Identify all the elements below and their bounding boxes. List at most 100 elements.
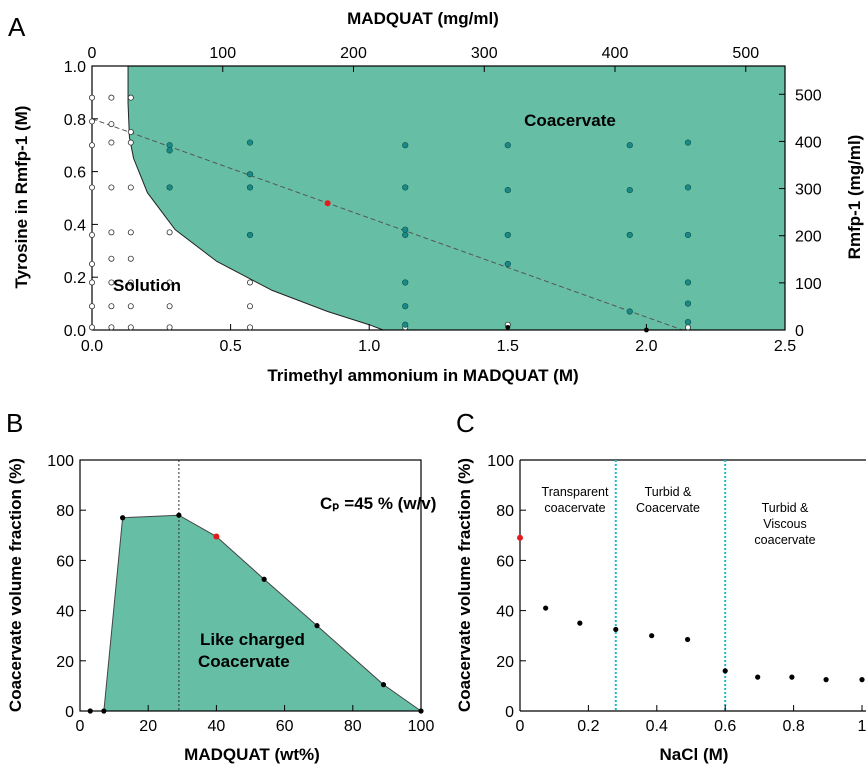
highlighted-data-point [213, 533, 220, 540]
panel-b-x-axis-title: MADQUAT (wt%) [184, 745, 320, 764]
data-point [120, 515, 126, 521]
coacervate-data-point [402, 279, 409, 286]
solution-data-point [89, 118, 96, 125]
coacervate-data-point [504, 231, 511, 239]
panel-c-region-labels: Transparent coacervate Turbid & Coacervate T… [542, 485, 816, 547]
coacervate-data-point [166, 147, 173, 154]
black-data-point [505, 324, 511, 330]
solution-data-point [89, 303, 96, 310]
data-point [261, 576, 267, 582]
panel-a-y2-axis-title: Rmfp-1 (mg/ml) [845, 135, 864, 260]
y2-tick-label: 500 [795, 87, 822, 104]
solution-data-point [166, 279, 173, 286]
solution-data-point [127, 128, 134, 135]
y-tick-label: 40 [56, 604, 74, 621]
x-tick-label: 100 [408, 718, 435, 735]
coacervate-data-point [626, 231, 633, 239]
data-point [101, 708, 107, 714]
salt-region-label: coacervate [544, 501, 605, 515]
y-tick-label: 80 [496, 503, 514, 520]
coacervate-data-point [504, 186, 511, 194]
coacervate-data-point [684, 279, 692, 286]
coacervate-data-point [626, 308, 633, 315]
coacervate-data-point [504, 142, 511, 149]
x-tick-label: 40 [208, 718, 226, 735]
solution-data-point [108, 255, 115, 262]
panel-b-y-axis-title: Coacervate volume fraction (%) [6, 458, 25, 712]
x-tick-label: 0 [76, 718, 85, 735]
solution-data-point [108, 279, 115, 286]
y-tick-label: 1.0 [64, 59, 86, 76]
data-point [613, 626, 619, 633]
solution-data-point [166, 229, 173, 236]
coacervate-data-point [402, 142, 409, 149]
coacervate-data-point [402, 321, 409, 328]
solution-data-point [108, 303, 115, 310]
solution-data-point [89, 231, 96, 238]
dilution-line [91, 118, 683, 331]
y-tick-label: 0 [505, 704, 514, 721]
salt-region-label: Transparent [542, 485, 609, 499]
panel-a: A MADQUAT (mg/ml) 0.0 0.5 1.0 1.5 2.0 2.50 100… [8, 9, 864, 385]
solution-data-point [127, 303, 134, 310]
coacervate-data-point [166, 184, 173, 191]
x-tick-label: 20 [139, 718, 157, 735]
coacervate-data-point [684, 300, 692, 307]
data-point [314, 623, 320, 629]
solution-data-point [127, 229, 134, 236]
x2-tick-label: 400 [602, 45, 629, 62]
x-tick-label: 80 [344, 718, 362, 735]
solution-data-point [108, 184, 115, 191]
coacervate-label: Coacervate [524, 111, 616, 130]
data-point [176, 512, 182, 518]
coacervate-data-point [246, 139, 254, 146]
panel-a-x-axis-title: Trimethyl ammonium in MADQUAT (M) [267, 366, 578, 385]
salt-region-label: Turbid & [762, 501, 809, 515]
data-point [87, 708, 93, 714]
solution-data-point [89, 279, 96, 286]
solution-data-point [166, 303, 173, 310]
salt-region-label: Coacervate [636, 501, 700, 515]
x-tick-label: 2.0 [635, 338, 657, 355]
data-point [418, 708, 424, 714]
solution-data-point [127, 279, 134, 286]
y-tick-label: 60 [496, 553, 514, 570]
y-tick-label: 0.2 [64, 270, 86, 287]
solution-data-point [89, 184, 96, 191]
panel-a-top-axis-title: MADQUAT (mg/ml) [347, 9, 499, 28]
y-tick-label: 100 [487, 453, 514, 470]
data-point [380, 682, 387, 688]
coacervate-data-point [684, 318, 692, 326]
x-tick-label: 0.8 [782, 718, 804, 735]
highlighted-data-point [517, 534, 523, 541]
data-point [649, 633, 655, 639]
solution-data-point [127, 255, 134, 262]
solution-data-point [108, 229, 115, 236]
coacervate-data-point [246, 231, 254, 239]
solution-data-point [108, 139, 115, 146]
coacervate-data-point [402, 231, 409, 239]
solution-data-point [89, 324, 96, 331]
panel-b-region-line-1: Like charged [200, 630, 305, 649]
solution-data-point [89, 260, 96, 267]
y2-tick-label: 400 [795, 134, 822, 151]
data-point [577, 620, 583, 626]
black-data-point [644, 327, 649, 333]
solution-data-point [108, 324, 115, 331]
y-tick-label: 0 [65, 704, 74, 721]
x-tick-label: 0.0 [81, 338, 103, 355]
y-tick-label: 40 [496, 604, 514, 621]
solution-data-point [127, 184, 134, 191]
coacervate-data-point [504, 260, 511, 268]
coacervate-data-point [684, 231, 692, 239]
y-tick-label: 0.6 [64, 165, 86, 182]
y-tick-label: 0.4 [64, 217, 86, 234]
solution-data-point [684, 324, 691, 331]
y2-tick-label: 0 [795, 323, 804, 340]
data-point [543, 605, 549, 611]
solution-data-point [89, 142, 96, 149]
solution-data-point [108, 94, 115, 101]
x2-tick-label: 500 [732, 45, 759, 62]
panel-c-letter: C [456, 408, 475, 438]
panel-c: C 0 0.2 0.4 0.6 0.8 1 0 20 40 60 80 100 Transparent… [455, 408, 866, 764]
